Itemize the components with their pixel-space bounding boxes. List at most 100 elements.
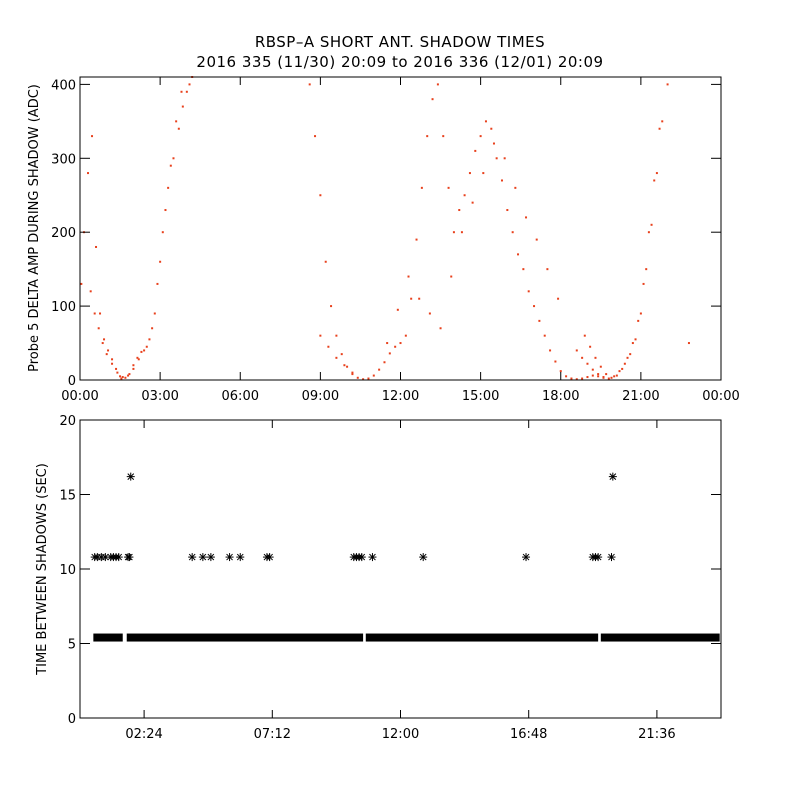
top-point-s2-2 xyxy=(586,362,589,365)
bottom-panel: 02:24 07:12 12:00 16:48 21:36 0 5 10 15 20 TIME … xyxy=(35,414,722,742)
top-point-s1-14 xyxy=(383,361,386,364)
asterisk-point-29 xyxy=(608,472,617,481)
asterisk-point-10 xyxy=(126,472,135,481)
top-point-s1-16 xyxy=(394,345,397,348)
top-point-s1-42 xyxy=(533,305,536,308)
top-point-s2-7 xyxy=(613,375,616,378)
top-point-s0-23 xyxy=(177,127,180,130)
top-y-axis-label: Probe 5 DELTA AMP DURING SHADOW (ADC) xyxy=(27,84,42,372)
top-point-s1-69 xyxy=(471,201,474,204)
top-point-s2-21 xyxy=(599,365,602,368)
top-point-s0-22 xyxy=(172,157,175,160)
top-point-s0-41 xyxy=(153,312,156,315)
top-point-s1-38 xyxy=(511,231,514,234)
top-point-s1-30 xyxy=(468,172,471,175)
top-point-s2-11 xyxy=(634,338,637,341)
x-tick-label: 15:00 xyxy=(462,389,499,404)
x-tick-label: 16:48 xyxy=(510,727,547,742)
top-point-s1-37 xyxy=(506,209,509,212)
top-point-s0-2 xyxy=(87,172,90,175)
y-tick-label: 20 xyxy=(59,414,76,429)
top-point-s1-25 xyxy=(442,135,445,138)
top-point-s1-28 xyxy=(458,209,461,212)
top-point-s1-31 xyxy=(474,149,477,152)
top-point-s1-67 xyxy=(450,275,453,278)
asterisk-point-28 xyxy=(607,553,616,562)
x-tick-label: 06:00 xyxy=(222,389,259,404)
top-point-s2-12 xyxy=(639,312,642,315)
top-point-s1-21 xyxy=(420,186,423,189)
top-point-s0-34 xyxy=(116,371,119,374)
top-point-s1-57 xyxy=(327,345,330,348)
top-point-s2-18 xyxy=(583,334,586,337)
top-point-s1-5 xyxy=(335,334,338,337)
top-point-s1-26 xyxy=(447,186,450,189)
top-point-s1-50 xyxy=(575,378,578,381)
top-point-s1-34 xyxy=(490,127,493,130)
top-point-s0-31 xyxy=(101,342,104,345)
chart-title: RBSP–A SHORT ANT. SHADOW TIMES xyxy=(254,33,546,51)
top-plot-frame xyxy=(79,76,722,381)
top-point-s0-32 xyxy=(105,353,108,356)
top-point-s2-0 xyxy=(575,349,578,352)
top-point-s1-71 xyxy=(492,142,495,145)
top-point-s1-60 xyxy=(351,371,354,374)
top-point-s1-61 xyxy=(386,342,389,345)
x-tick-label: 03:00 xyxy=(141,389,178,404)
top-point-s2-19 xyxy=(589,345,592,348)
top-point-s1-20 xyxy=(415,238,418,241)
top-point-s0-12 xyxy=(124,376,127,379)
top-point-s1-27 xyxy=(452,231,455,234)
top-point-s1-0 xyxy=(308,83,311,86)
asterisk-point-13 xyxy=(206,553,215,562)
top-point-s1-33 xyxy=(484,120,487,123)
asterisk-point-11 xyxy=(188,553,197,562)
top-point-s0-42 xyxy=(159,260,162,263)
top-point-s1-2 xyxy=(319,194,322,197)
bottom-y-axis-label: TIME BETWEEN SHADOWS (SEC) xyxy=(35,463,50,676)
top-point-s1-58 xyxy=(335,356,338,359)
y-tick-label: 100 xyxy=(51,300,76,315)
top-point-s1-51 xyxy=(581,377,584,380)
top-point-s1-9 xyxy=(356,376,359,379)
baseline-segment-3 xyxy=(600,633,720,642)
top-point-s2-22 xyxy=(605,373,608,376)
top-point-s0-20 xyxy=(161,231,164,234)
top-point-s1-7 xyxy=(346,365,349,368)
x-tick-label: 07:12 xyxy=(254,727,291,742)
top-point-s0-45 xyxy=(175,120,178,123)
top-point-s1-43 xyxy=(538,319,541,322)
top-point-s1-74 xyxy=(525,216,528,219)
top-point-s0-46 xyxy=(180,90,183,93)
top-point-s1-13 xyxy=(378,368,381,371)
top-point-s0-21 xyxy=(167,186,170,189)
top-point-s0-36 xyxy=(127,374,130,377)
top-point-s1-72 xyxy=(503,157,506,160)
bottom-points xyxy=(90,472,617,562)
top-point-s1-56 xyxy=(319,334,322,337)
baseline-segment-0 xyxy=(93,633,123,642)
y-tick-label: 300 xyxy=(51,152,76,167)
asterisk-point-23 xyxy=(419,553,428,562)
top-point-s1-77 xyxy=(557,297,560,300)
top-point-s0-38 xyxy=(137,358,140,361)
top-point-s1-23 xyxy=(431,98,434,101)
top-point-s0-43 xyxy=(164,209,167,212)
top-point-s0-29 xyxy=(93,312,96,315)
top-point-s1-15 xyxy=(388,352,391,355)
asterisk-point-27 xyxy=(594,553,603,562)
top-point-s1-62 xyxy=(396,308,399,311)
top-point-s1-46 xyxy=(554,360,557,363)
baseline-segment-2 xyxy=(365,633,599,642)
top-point-s1-18 xyxy=(404,334,407,337)
asterisk-point-17 xyxy=(265,553,274,562)
top-point-s1-19 xyxy=(410,297,413,300)
top-y-ticks: 0 100 200 300 400 xyxy=(51,78,721,389)
top-point-s0-18 xyxy=(151,327,154,330)
bottom-y-ticks: 0 5 10 15 20 xyxy=(59,414,721,727)
top-point-s1-52 xyxy=(586,376,589,379)
asterisk-point-12 xyxy=(198,553,207,562)
top-point-s1-54 xyxy=(597,375,600,378)
top-point-s2-5 xyxy=(602,376,605,379)
